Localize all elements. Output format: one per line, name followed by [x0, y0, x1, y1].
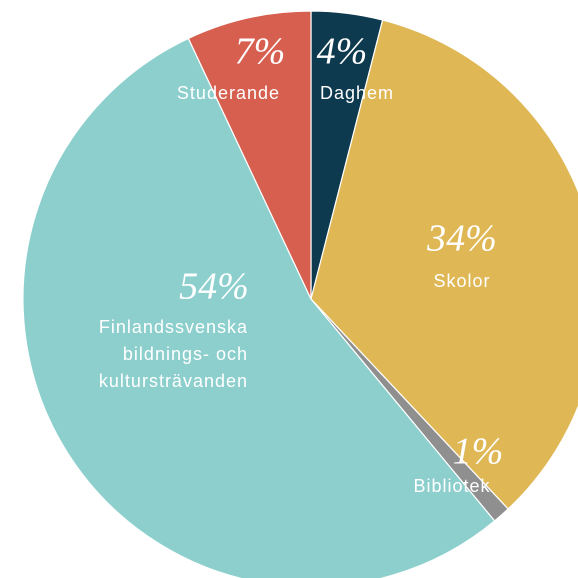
value-label: 7%: [235, 31, 286, 73]
pie-slice: [310, 19, 578, 510]
value-label: 4%: [317, 31, 368, 73]
slice-label: Studerande: [176, 83, 280, 103]
pie-slice: [22, 37, 496, 578]
value-label: 1%: [453, 431, 504, 473]
slice-label: Bibliotek: [413, 476, 491, 496]
slice-label: Skolor: [433, 271, 491, 291]
slice-label: Daghem: [320, 83, 395, 103]
slice-label: Finlandssvenska bildnings- och kulturstr…: [98, 317, 248, 391]
pie-slice: [187, 10, 312, 300]
value-label: 54%: [179, 266, 249, 308]
value-label: 34%: [426, 218, 497, 260]
